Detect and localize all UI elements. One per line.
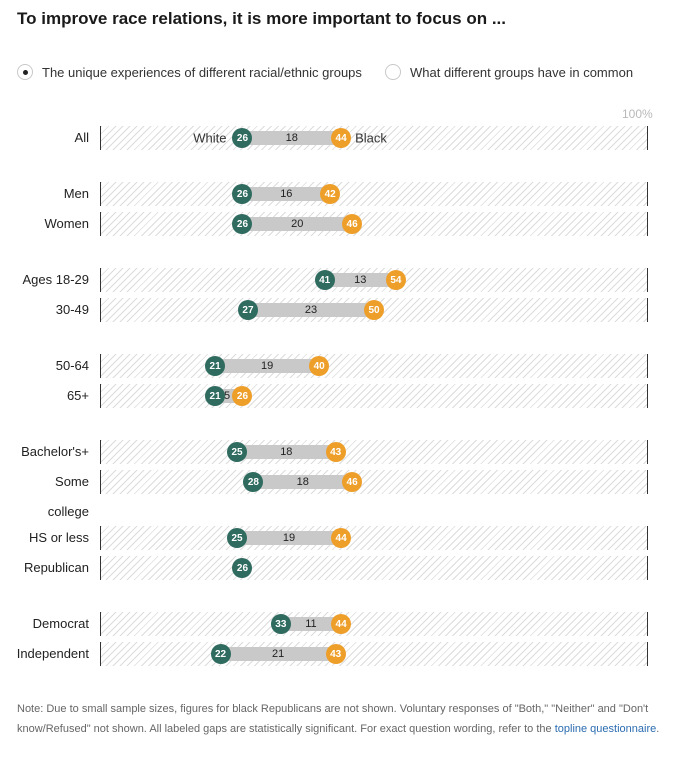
gap-value-label: 23 [304,304,318,316]
row-label: HS or less [29,530,89,545]
gap-value-label: 11 [305,618,317,630]
white-dot: 21 [205,356,226,376]
gap-bar [242,187,331,201]
gap-bar [247,303,374,317]
black-dot: 46 [342,472,363,492]
row-label: 30-49 [55,302,89,317]
gap-value-label: 19 [282,532,296,544]
gap-value-label: 21 [271,648,285,660]
gap-bar [253,475,353,489]
white-dot: 26 [232,184,253,204]
gap-bar [237,531,342,545]
black-dot: 44 [331,128,352,148]
gap-bar [280,617,342,631]
row-track [100,642,648,666]
black-dot: 44 [331,528,352,548]
row-label: Bachelor's+ [21,444,89,459]
gap-bar [237,445,336,459]
gap-value-label: 16 [280,188,293,200]
row-label: Republican [23,560,89,575]
black-dot: 40 [309,356,330,376]
row-label: Men [63,186,89,201]
series-label-black: Black [355,130,387,146]
axis-max-label: 100% [622,107,653,121]
row-label: All [74,130,89,145]
black-dot: 54 [385,270,406,290]
white-dot: 33 [270,614,291,634]
gap-value-label: 18 [280,446,293,458]
gap-value-label: 13 [354,274,367,286]
row-track [100,440,648,464]
toggle-label: The unique experiences of different raci… [42,64,362,80]
gap-bar [324,273,396,287]
row-label: Ages 18-29 [22,272,90,287]
white-dot: 41 [314,270,335,290]
toggle-label: What different groups have in common [410,64,634,80]
white-dot: 26 [232,214,253,234]
white-dot: 22 [210,644,231,664]
row-track [100,384,648,408]
gap-value-label: 19 [261,360,274,372]
black-dot: 43 [325,644,346,664]
toggle-unique-experiences[interactable]: The unique experiences of different raci… [17,62,362,82]
topline-link[interactable]: topline questionnaire [554,723,657,735]
row-track [100,556,648,580]
row-track [100,526,648,550]
row-label: 65+ [66,388,89,403]
black-dot: 43 [325,442,346,462]
footnote-end: . [656,723,660,735]
gap-bar [242,217,353,231]
row-track [100,182,648,206]
gap-bar [242,131,342,145]
white-dot: 26 [232,558,253,578]
black-dot: 42 [320,184,341,204]
gap-bar [215,359,320,373]
gap-value-label: 18 [285,132,298,144]
black-dot: 50 [364,300,384,320]
radio-selected-icon[interactable] [17,64,33,80]
row-label: Women [44,216,89,231]
white-dot: 25 [227,528,247,548]
black-dot: 44 [331,614,352,634]
gap-bar [220,647,336,661]
toggle-in-common[interactable]: What different groups have in common [385,62,633,82]
white-dot: 28 [243,472,264,492]
row-track [100,612,648,636]
white-dot: 25 [227,442,247,462]
white-dot: 27 [237,300,258,320]
series-label-white: White [193,130,227,146]
row-track [100,354,648,378]
row-track [100,126,648,150]
row-label: Some college [47,474,89,519]
row-label: Democrat [32,616,89,631]
footnote: Note: Due to small sample sizes, figures… [17,699,667,739]
row-track [100,212,648,236]
row-track [100,470,648,494]
white-dot: 26 [232,128,253,148]
gap-value-label: 5 [224,390,231,402]
gap-value-label: 20 [291,218,304,230]
row-label: 50-64 [55,358,89,373]
white-dot: 21 [205,386,226,406]
radio-unselected-icon[interactable] [385,64,401,80]
black-dot: 46 [342,214,363,234]
gap-value-label: 18 [296,476,309,488]
chart-title: To improve race relations, it is more im… [17,9,506,28]
footnote-text: Note: Due to small sample sizes, figures… [17,703,649,735]
black-dot: 26 [232,386,253,406]
row-label: Independent [16,646,89,661]
